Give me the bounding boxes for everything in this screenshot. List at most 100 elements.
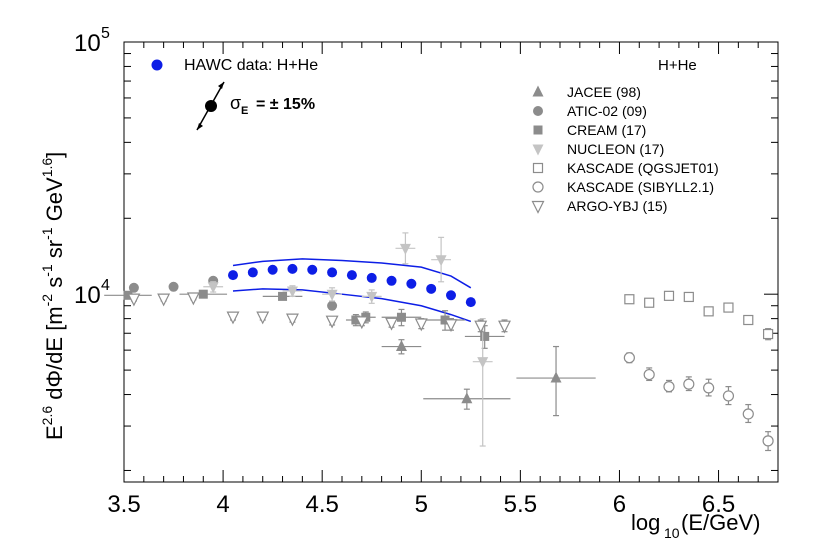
legend-marker	[531, 200, 545, 214]
data-point	[498, 320, 511, 334]
data-point	[355, 316, 369, 330]
series-jacee-98	[381, 339, 596, 417]
legend-label: KASCADE (SIBYLL2.1)	[567, 179, 714, 195]
arrow-head-down-icon	[197, 123, 203, 130]
data-point	[396, 312, 406, 322]
hawc-data-point	[307, 264, 318, 275]
hawc-legend-label: HAWC data: H+He	[184, 57, 318, 74]
hawc-legend-marker	[151, 59, 163, 71]
legend-label: ARGO-YBJ (15)	[567, 198, 667, 214]
y-tick-label-exponent: 5	[101, 25, 110, 42]
data-point	[414, 318, 428, 332]
hawc-data-point	[267, 264, 278, 275]
hawc-data-point	[426, 283, 437, 294]
data-point	[683, 378, 695, 390]
legend-marker	[532, 162, 544, 174]
axis-ticks	[123, 41, 779, 482]
energy-scale-indicator: σ E = ± 15%	[196, 81, 315, 131]
hawc-data-point	[446, 290, 456, 301]
data-point	[123, 290, 133, 300]
data-point	[703, 306, 714, 317]
series-kascade-qgsjet01	[624, 290, 774, 341]
arrow-head-up-icon	[218, 82, 224, 89]
legend-label: NUCLEON (17)	[567, 141, 664, 157]
data-point	[435, 255, 447, 267]
data-point	[703, 382, 715, 394]
hawc-data-point	[247, 267, 258, 278]
data-point	[623, 352, 635, 364]
hawc-data-point	[327, 267, 338, 278]
data-point	[550, 371, 562, 383]
data-point	[399, 243, 411, 255]
data-point	[366, 291, 378, 303]
y-tick-label-exponent: 4	[101, 277, 110, 294]
legend-header: H+He	[658, 57, 697, 74]
data-point	[762, 328, 774, 340]
x-tick-label: 4.5	[305, 491, 338, 518]
hawc-data-point	[366, 272, 377, 283]
x-tick-label: 5	[415, 491, 428, 518]
y-tick-label: 10	[74, 282, 101, 309]
data-point	[461, 392, 473, 404]
data-point	[444, 319, 458, 333]
hawc-data-point	[386, 275, 397, 286]
hawc-data-point	[228, 270, 238, 281]
data-point	[722, 390, 735, 402]
series-atic-02-09	[128, 275, 338, 311]
sigma-value: = ± 15%	[256, 96, 315, 113]
data-point	[723, 302, 734, 313]
x-axis-title-sub: 10	[664, 525, 680, 541]
data-point	[643, 368, 655, 381]
data-point	[256, 311, 270, 325]
hawc-data-point	[406, 278, 417, 289]
data-point	[385, 317, 399, 331]
data-point	[127, 293, 141, 307]
x-axis-title-rest: (E/GeV)	[681, 510, 760, 535]
x-tick-labels: 3.5 4 4.5 5 5.5 6 6.5	[107, 491, 735, 518]
data-point	[286, 286, 298, 298]
energy-scale-marker	[205, 100, 217, 112]
y-tick-label: 10	[74, 30, 101, 57]
sigma-subscript: E	[241, 105, 248, 117]
plot-frame	[123, 41, 779, 483]
data-point	[207, 282, 219, 294]
data-point	[351, 315, 361, 325]
series-kascade-sibyll2-1	[623, 352, 774, 452]
data-point	[477, 357, 489, 369]
legend-marker	[532, 181, 544, 193]
hawc-band-upper	[232, 258, 472, 289]
legend: JACEE (98) ATIC-02 (09) CREAM (17) NUCLEON …	[531, 84, 719, 214]
data-point	[198, 289, 208, 299]
data-point	[742, 408, 754, 420]
data-point	[226, 311, 240, 325]
legend-marker	[533, 125, 543, 135]
data-point	[285, 313, 299, 327]
legend-label: KASCADE (QGSJET01)	[567, 160, 719, 176]
hawc-data-series	[228, 263, 476, 308]
legend-label: JACEE (98)	[567, 84, 641, 100]
data-point	[168, 281, 179, 292]
data-point	[644, 297, 655, 308]
x-tick-label: 4	[216, 491, 229, 518]
data-point	[186, 292, 200, 306]
x-axis-title-log: log	[631, 510, 660, 535]
data-point	[395, 340, 407, 352]
x-tick-label: 5.5	[504, 491, 537, 518]
x-axis-title: log 10 (E/GeV)	[631, 510, 760, 541]
x-tick-label: 3.5	[107, 491, 140, 518]
hawc-data-point	[287, 263, 298, 274]
data-point	[683, 291, 694, 303]
hawc-data-point	[465, 297, 476, 308]
sigma-symbol: σ	[230, 93, 241, 113]
data-point	[762, 435, 774, 447]
legend-marker	[533, 106, 543, 116]
x-tick-label: 6	[613, 491, 626, 518]
data-point	[157, 293, 171, 307]
series-nucleon-17	[203, 232, 493, 447]
data-point	[743, 314, 754, 326]
data-point	[663, 290, 675, 301]
data-series	[104, 232, 774, 452]
data-point	[325, 315, 339, 329]
